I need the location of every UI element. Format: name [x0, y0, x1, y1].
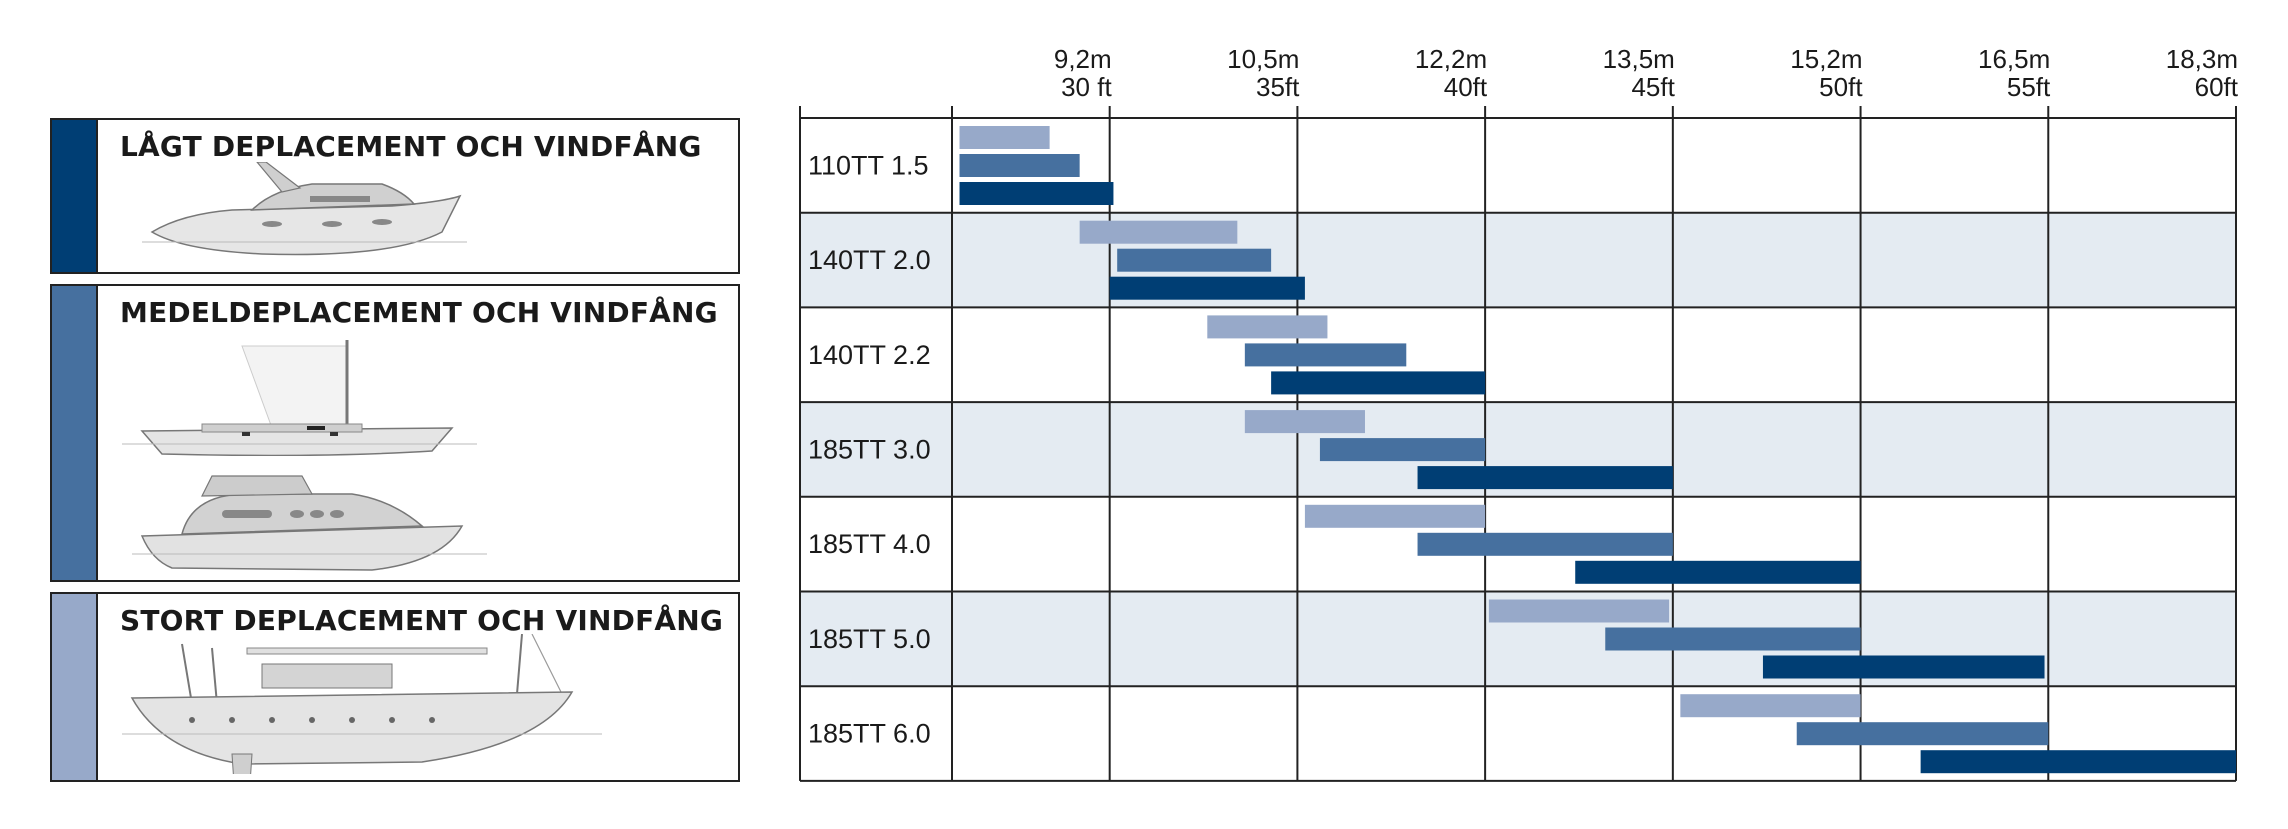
tick-label-imperial: 35ft — [1256, 72, 1300, 102]
tick-label-imperial: 40ft — [1444, 72, 1488, 102]
range-bar — [1575, 560, 1861, 584]
tick-label-metric: 15,2m — [1790, 44, 1862, 74]
legend-swatch-medium — [52, 286, 98, 580]
row-label: 110TT 1.5 — [808, 150, 929, 180]
range-bar — [1304, 504, 1486, 528]
row-label: 140TT 2.0 — [808, 245, 931, 275]
tick-label-imperial: 60ft — [2195, 72, 2239, 102]
range-bar — [1109, 276, 1305, 300]
range-bar — [1207, 315, 1328, 339]
range-bar — [1680, 694, 1861, 718]
tick-label-metric: 13,5m — [1603, 44, 1675, 74]
range-bar — [1762, 655, 2045, 679]
row-label: 140TT 2.2 — [808, 340, 931, 370]
range-bar — [1079, 220, 1238, 244]
tick-label-metric: 9,2m — [1054, 44, 1112, 74]
tick-label-metric: 16,5m — [1978, 44, 2050, 74]
tick-label-imperial: 45ft — [1631, 72, 1675, 102]
range-bar — [1417, 466, 1673, 490]
legend-item-medium: MEDELDEPLACEMENT OCH VINDFÅNG — [50, 284, 740, 582]
motor-yacht-illustration — [142, 162, 467, 256]
range-bar — [1319, 438, 1486, 462]
legend-label-high: STORT DEPLACEMENT OCH VINDFÅNG — [120, 604, 724, 637]
legend-label-low: LÅGT DEPLACEMENT OCH VINDFÅNG — [120, 130, 702, 163]
legend-item-high: STORT DEPLACEMENT OCH VINDFÅNG — [50, 592, 740, 782]
legend-swatch-high — [52, 594, 98, 780]
range-bar — [959, 126, 1050, 149]
row-label: 185TT 6.0 — [808, 719, 931, 749]
range-bar — [1796, 722, 2049, 746]
sailboat-illustration — [122, 340, 477, 456]
trawler-sailboat-illustration — [122, 634, 602, 774]
range-bar — [1244, 343, 1407, 367]
row-background — [800, 307, 2236, 403]
range-bar — [959, 154, 1080, 177]
row-label: 185TT 4.0 — [808, 529, 931, 559]
tick-label-metric: 18,3m — [2166, 44, 2238, 74]
legend-item-low: LÅGT DEPLACEMENT OCH VINDFÅNG — [50, 118, 740, 274]
row-background — [800, 212, 2236, 308]
range-bar — [1605, 627, 1861, 651]
row-label: 185TT 3.0 — [808, 434, 931, 464]
flybridge-yacht-illustration — [132, 475, 487, 571]
tick-label-metric: 10,5m — [1227, 44, 1299, 74]
legend-label-medium: MEDELDEPLACEMENT OCH VINDFÅNG — [120, 296, 718, 329]
range-bar — [959, 182, 1114, 205]
range-bar — [1417, 532, 1673, 556]
range-bar — [1271, 371, 1486, 395]
row-label: 185TT 5.0 — [808, 624, 931, 654]
range-bar — [1117, 248, 1272, 272]
range-bar — [1244, 410, 1365, 434]
range-bar — [1920, 750, 2236, 774]
tick-label-metric: 12,2m — [1415, 44, 1487, 74]
range-bar — [1488, 599, 1670, 623]
tick-label-imperial: 50ft — [1819, 72, 1863, 102]
legend-swatch-low — [52, 120, 98, 272]
tick-label-imperial: 55ft — [2007, 72, 2051, 102]
tick-label-imperial: 30 ft — [1061, 72, 1112, 102]
